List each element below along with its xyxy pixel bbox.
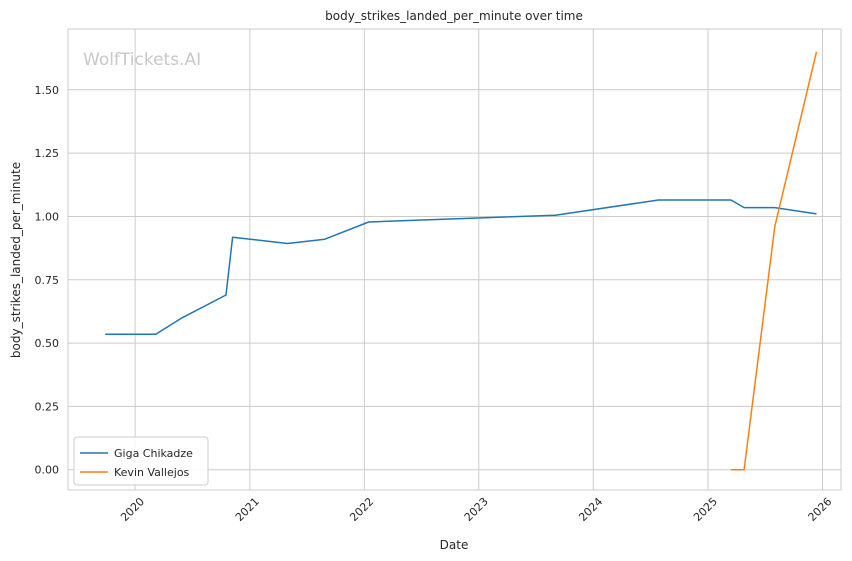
- grid: [68, 29, 841, 490]
- y-tick-label: 0.75: [35, 274, 60, 287]
- series-lines: [105, 51, 818, 471]
- series-line-kevin-vallejos: [730, 51, 818, 471]
- y-tick-label: 1.25: [35, 147, 60, 160]
- x-tick-label: 2024: [576, 495, 605, 524]
- x-tick-label: 2026: [806, 495, 835, 524]
- y-tick-label: 1.50: [35, 84, 60, 97]
- legend-label-kevin-vallejos: Kevin Vallejos: [114, 466, 190, 479]
- x-axis-title: Date: [440, 538, 469, 552]
- series-line-giga-chikadze: [105, 199, 817, 335]
- watermark: WolfTickets.AI: [83, 50, 201, 70]
- legend-label-giga-chikadze: Giga Chikadze: [114, 447, 193, 460]
- x-tick-label: 2021: [233, 495, 262, 524]
- legend-box: [73, 436, 209, 486]
- chart-title: body_strikes_landed_per_minute over time: [325, 9, 583, 23]
- x-tick-label: 2025: [691, 495, 720, 524]
- y-tick-label: 0.25: [35, 400, 60, 413]
- x-tick-label: 2022: [347, 495, 376, 524]
- y-tick-label: 0.50: [35, 337, 60, 350]
- legend: Giga Chikadze Kevin Vallejos: [73, 436, 209, 486]
- x-tick-label: 2020: [118, 495, 147, 524]
- plot-frame: [67, 28, 842, 491]
- y-axis-title: body_strikes_landed_per_minute: [9, 162, 23, 358]
- x-tick-label: 2023: [462, 495, 491, 524]
- y-tick-label: 0.00: [35, 464, 60, 477]
- y-tick-label: 1.00: [35, 210, 60, 223]
- x-axis-ticks: 2020 2021 2022 2023 2024 2025 2026: [118, 495, 834, 524]
- y-axis-ticks: 0.00 0.25 0.50 0.75 1.00 1.25 1.50: [35, 84, 60, 477]
